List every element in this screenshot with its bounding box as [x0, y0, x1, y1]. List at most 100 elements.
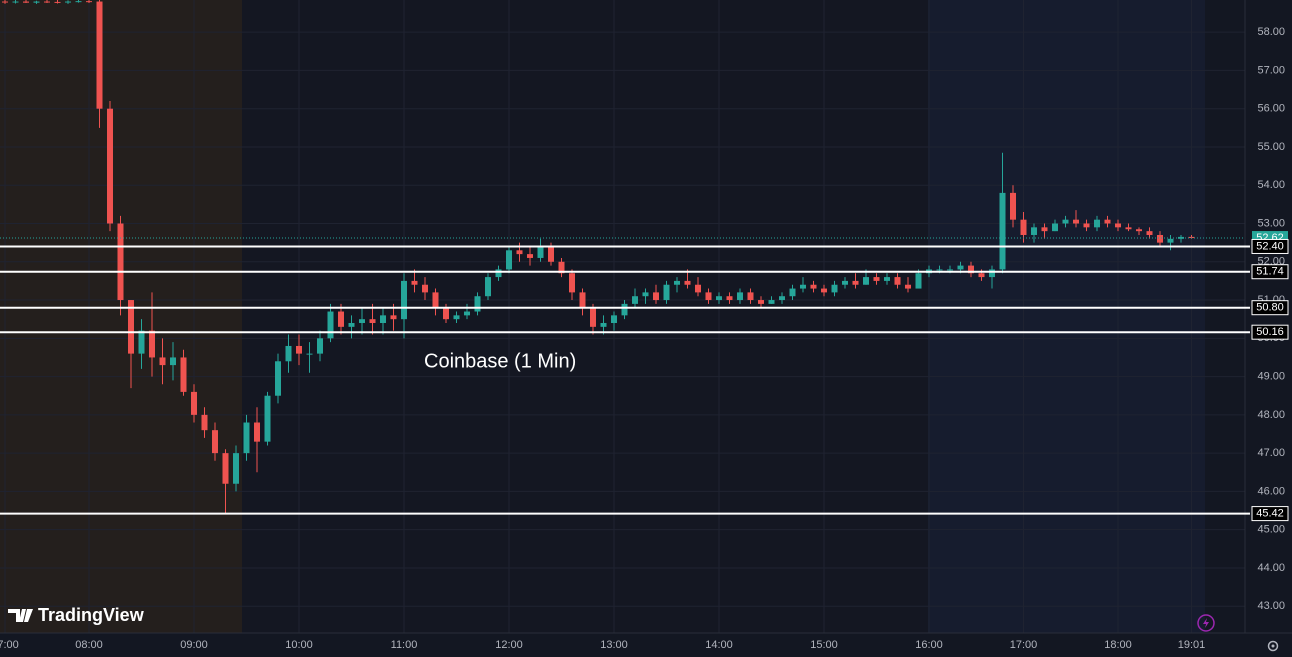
candle-body: [506, 250, 512, 270]
candle-body: [1104, 219, 1111, 224]
logo-icon: [8, 609, 33, 622]
candle-body: [464, 311, 470, 316]
candle-body: [96, 1, 103, 109]
candle-body: [75, 1, 82, 3]
candle-body: [936, 269, 943, 271]
level-label: 50.16: [1256, 326, 1284, 338]
candle-body: [54, 1, 61, 3]
candle-body: [453, 315, 460, 320]
y-tick-label: 55.00: [1257, 141, 1285, 153]
candle-body: [495, 269, 502, 278]
candle-body: [1178, 236, 1184, 239]
candle-body: [905, 284, 911, 289]
lightning-icon: [1203, 618, 1209, 628]
y-tick-label: 44.00: [1257, 562, 1285, 574]
candle-body: [831, 284, 838, 293]
candle-body: [642, 292, 649, 297]
candle-body: [1136, 229, 1142, 232]
y-tick-label: 48.00: [1257, 409, 1285, 421]
candle-body: [390, 315, 397, 320]
candle-body: [842, 280, 848, 285]
x-tick-label: 18:00: [1104, 639, 1132, 651]
grid: [0, 0, 1245, 633]
candle-body: [338, 311, 344, 327]
candle-body: [978, 273, 985, 278]
x-tick-label: 09:00: [180, 639, 208, 651]
candle-body: [632, 296, 638, 304]
candle-body: [1115, 223, 1121, 228]
candle-body: [201, 414, 208, 431]
candle-body: [317, 338, 323, 354]
lightning-button[interactable]: [1197, 614, 1215, 632]
candle-body: [768, 300, 775, 304]
candle-body: [254, 422, 260, 442]
x-tick-label: 16:00: [915, 639, 943, 651]
level-box: [1251, 264, 1289, 280]
candle-body: [810, 284, 817, 289]
candle-body: [537, 246, 544, 258]
candle-body: [107, 108, 113, 224]
candle-body: [968, 265, 974, 274]
level-box: [1251, 300, 1289, 316]
candle-body: [222, 453, 229, 484]
postmarket-session: [928, 0, 1205, 633]
candle-body: [243, 422, 250, 454]
candle-body: [1041, 227, 1048, 232]
y-tick-label: 53.00: [1257, 217, 1285, 229]
candle-body: [65, 1, 71, 3]
candle-body: [611, 315, 617, 324]
candle-body: [663, 284, 670, 301]
candle-body: [1167, 238, 1174, 243]
candle-body: [758, 300, 764, 304]
candle-body: [306, 353, 313, 355]
candle-body: [653, 292, 659, 301]
y-tick-label: 58.00: [1257, 26, 1285, 38]
candle-body: [117, 223, 124, 301]
candle-body: [852, 280, 859, 285]
candle-body: [726, 296, 733, 301]
candle-body: [1062, 219, 1069, 224]
level-box: [1251, 506, 1289, 522]
candle-body: [348, 323, 355, 327]
annotation: Coinbase (1 Min): [424, 350, 576, 372]
candle-body: [180, 357, 187, 392]
candle-body: [369, 319, 376, 324]
plot-area: [0, 0, 1245, 514]
candle-body: [1052, 223, 1058, 232]
candle-body: [674, 280, 680, 285]
candle-body: [1083, 223, 1090, 228]
candle-body: [275, 361, 281, 396]
x-tick-label: 07:00: [0, 639, 19, 651]
y-tick-label: 43.00: [1257, 600, 1285, 612]
candle-body: [1188, 236, 1195, 239]
y-tick-label: 49.00: [1257, 370, 1285, 382]
candle-body: [527, 254, 533, 258]
candle-body: [149, 330, 155, 358]
candle-body: [1125, 227, 1132, 230]
candle-body: [747, 292, 754, 301]
regular-session: [242, 0, 928, 633]
candle-body: [737, 292, 743, 301]
candle-body: [411, 280, 418, 285]
candle-body: [989, 269, 995, 278]
level-label: 51.74: [1256, 266, 1284, 278]
y-tick-label: 54.00: [1257, 179, 1285, 191]
y-tick-label: 45.00: [1257, 524, 1285, 536]
candle-body: [233, 453, 239, 484]
settings-button[interactable]: [1267, 640, 1279, 652]
candle-body: [212, 430, 218, 454]
candle-body: [2, 1, 8, 3]
candle-body: [1146, 231, 1153, 235]
x-tick-label: 10:00: [285, 639, 313, 651]
candle-body: [621, 303, 628, 316]
candle-body: [873, 277, 880, 281]
candle-body: [1031, 227, 1037, 235]
candle-body: [558, 261, 565, 274]
candle-body: [33, 1, 40, 3]
candle-body: [432, 292, 439, 308]
candle-body: [716, 296, 722, 301]
y-tick-label: 47.00: [1257, 447, 1285, 459]
candle-body: [1010, 192, 1016, 220]
y-tick-label: 46.00: [1257, 485, 1285, 497]
